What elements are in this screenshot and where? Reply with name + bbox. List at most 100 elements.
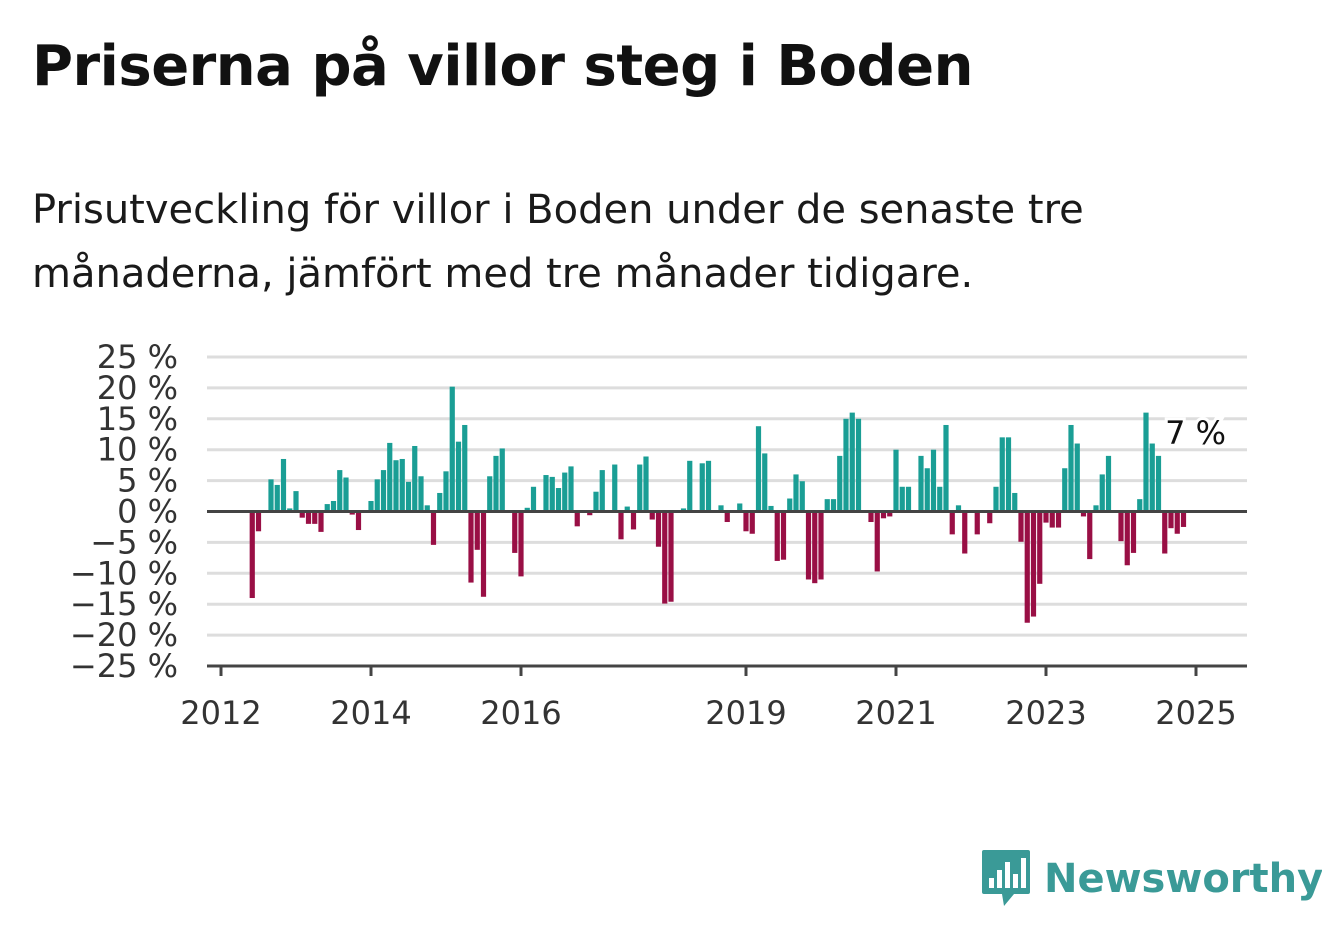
- bar: [787, 498, 793, 512]
- bar: [524, 507, 530, 512]
- bar: [287, 508, 293, 512]
- y-tick-label: 20 %: [97, 369, 178, 407]
- bar: [1030, 511, 1037, 617]
- x-tick-label: 2014: [330, 694, 411, 732]
- bar-chart: 25 %20 %15 %10 %5 %0 %−5 %−10 %−15 %−20 …: [70, 338, 1247, 732]
- bar: [880, 511, 887, 519]
- bar: [462, 424, 468, 512]
- bar: [318, 511, 324, 532]
- x-tick-label: 2019: [705, 694, 786, 732]
- bar: [943, 424, 949, 512]
- bar: [543, 475, 549, 512]
- bar: [724, 511, 730, 523]
- bar: [555, 488, 562, 512]
- bar: [830, 499, 837, 512]
- bar: [699, 463, 705, 512]
- bar: [1043, 511, 1049, 523]
- bar: [268, 479, 274, 512]
- bar: [855, 418, 862, 512]
- bar: [343, 477, 349, 512]
- bar: [1093, 505, 1099, 512]
- bar: [705, 460, 712, 512]
- bar: [562, 472, 568, 512]
- y-tick-label: 5 %: [117, 462, 178, 500]
- chart-subtitle: Prisutveckling för villor i Boden under …: [32, 187, 1084, 297]
- bar: [793, 474, 799, 512]
- y-tick-label: −20 %: [70, 616, 178, 654]
- bar: [1074, 443, 1080, 512]
- bar: [743, 511, 749, 532]
- bar: [687, 460, 693, 512]
- bar: [868, 511, 874, 523]
- bar: [930, 449, 937, 512]
- bar: [1137, 499, 1143, 512]
- bar: [962, 511, 968, 554]
- bar: [393, 460, 399, 512]
- x-tick-label: 2016: [480, 694, 561, 732]
- bar: [430, 511, 437, 545]
- value-annotation: 7 %: [1162, 411, 1229, 455]
- newsworthy-logo-icon: [982, 850, 1030, 906]
- bar: [718, 505, 724, 512]
- bar: [649, 511, 655, 520]
- bar: [1124, 511, 1130, 566]
- bar: [824, 499, 830, 512]
- bar: [355, 511, 362, 531]
- bar: [799, 481, 805, 512]
- bar: [1168, 511, 1174, 529]
- bar: [662, 511, 668, 604]
- bars: [249, 386, 1187, 623]
- bar: [999, 437, 1005, 512]
- bar: [418, 476, 424, 512]
- y-axis-labels: 25 %20 %15 %10 %5 %0 %−5 %−10 %−15 %−20 …: [70, 338, 178, 685]
- bar: [1180, 511, 1187, 527]
- bar: [249, 511, 255, 599]
- bar: [680, 508, 687, 512]
- bar: [293, 491, 299, 512]
- bar: [643, 456, 649, 512]
- bar: [874, 511, 880, 572]
- bar: [549, 476, 555, 512]
- bar: [424, 505, 430, 512]
- bar: [1143, 412, 1149, 512]
- bar: [668, 511, 674, 602]
- bar: [849, 412, 855, 512]
- bar: [1155, 455, 1162, 512]
- bar: [905, 486, 912, 512]
- bar: [1087, 511, 1093, 560]
- bar: [1005, 437, 1012, 512]
- bar: [593, 491, 599, 512]
- bar: [587, 511, 593, 516]
- annotation-label: 7 %: [1165, 414, 1226, 452]
- bar: [843, 418, 849, 512]
- bar: [1118, 511, 1124, 542]
- bar: [599, 470, 605, 512]
- bar: [330, 500, 337, 512]
- y-tick-label: −15 %: [70, 585, 178, 623]
- chart-title: Priserna på villor steg i Boden: [32, 34, 973, 99]
- bar: [530, 486, 537, 512]
- newsworthy-logo: Newsworthy: [980, 848, 1322, 910]
- x-tick-label: 2025: [1155, 694, 1236, 732]
- bar: [1105, 455, 1112, 512]
- bar: [280, 458, 287, 512]
- bar: [1080, 511, 1087, 517]
- bar: [299, 511, 305, 518]
- bar: [274, 484, 280, 512]
- bar: [449, 386, 455, 512]
- bar: [387, 442, 393, 512]
- bar: [1068, 424, 1074, 512]
- bar: [637, 464, 643, 512]
- bar: [374, 479, 380, 512]
- bar: [1049, 511, 1055, 528]
- bar: [1130, 511, 1137, 553]
- bar: [1024, 511, 1030, 623]
- bar: [368, 500, 374, 512]
- bar: [455, 441, 462, 512]
- bar: [955, 505, 962, 512]
- bar: [987, 511, 993, 524]
- bar: [493, 455, 499, 512]
- bar: [818, 511, 824, 580]
- y-tick-label: 0 %: [117, 493, 178, 531]
- y-tick-label: 10 %: [97, 431, 178, 469]
